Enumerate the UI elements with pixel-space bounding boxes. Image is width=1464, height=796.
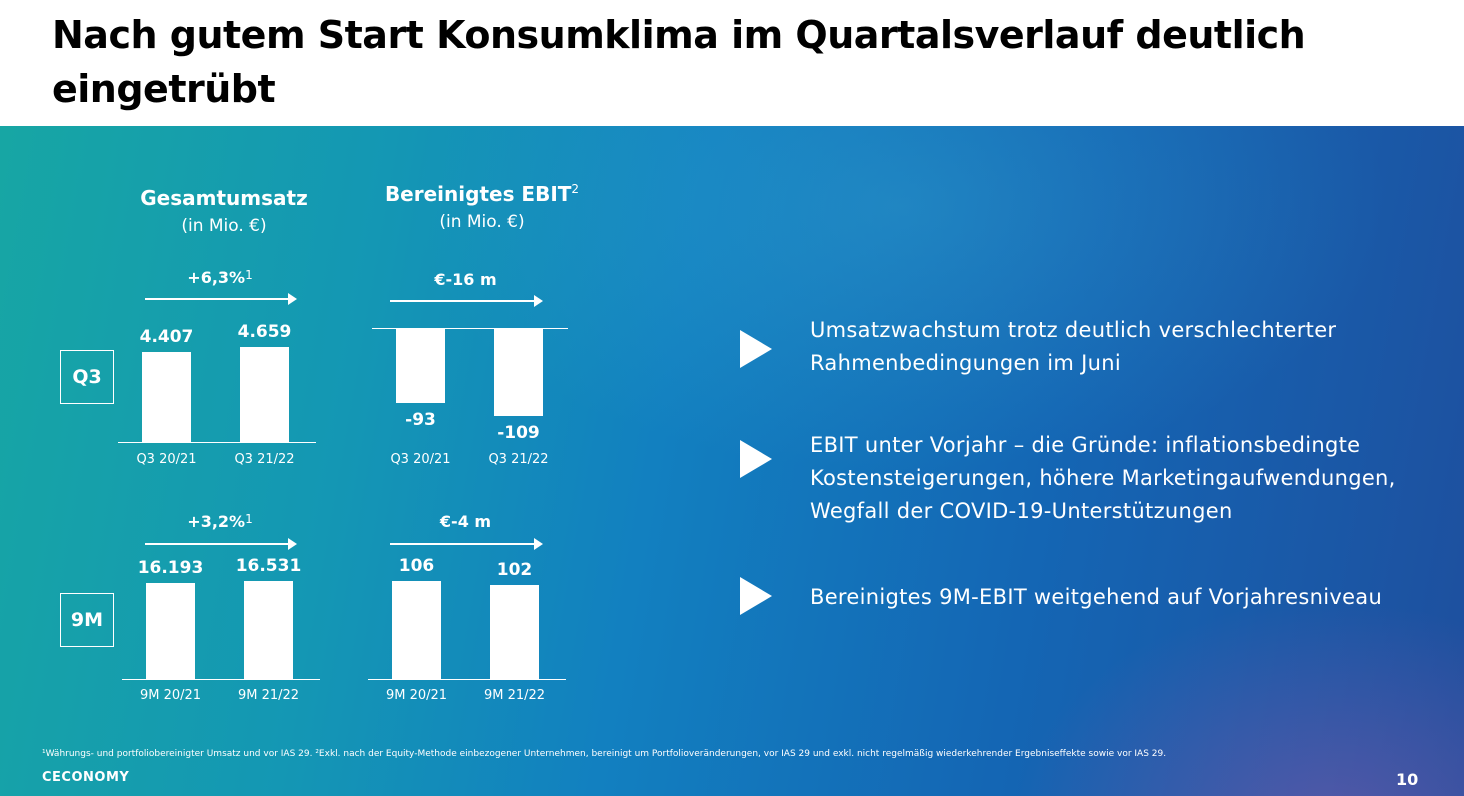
row-label-q3: Q3 bbox=[60, 350, 114, 404]
chart-2-baseline bbox=[372, 328, 568, 329]
chart-3-change-arrow bbox=[145, 538, 297, 550]
chart-4-bar-1 bbox=[392, 581, 441, 679]
chart-4-change-label: €-4 m bbox=[380, 512, 551, 531]
revenue-unit: (in Mio. €) bbox=[181, 216, 267, 236]
chart-1-bar-2 bbox=[240, 347, 289, 442]
row-label-9m: 9M bbox=[60, 593, 114, 647]
bullet-1: Umsatzwachstum trotz deutlich verschlech… bbox=[740, 314, 1370, 380]
ebit-title-line: Bereinigtes EBIT2 bbox=[368, 182, 596, 206]
chart-2-value-label-1: -93 bbox=[405, 410, 436, 431]
chart-2-change-label: €-16 m bbox=[380, 270, 551, 289]
chart-1-baseline bbox=[118, 442, 316, 443]
chart-1-bar-1 bbox=[142, 352, 191, 442]
chart-3-value-label-1: 16.193 bbox=[137, 558, 204, 578]
triangle-bullet-icon bbox=[740, 577, 772, 615]
slide-title: Nach gutem Start Konsumklima im Quartals… bbox=[52, 13, 1306, 111]
chart-4-value-label-1: 106 bbox=[398, 556, 435, 576]
company-logo: CECONOMY bbox=[42, 770, 130, 785]
chart-2-value-label-2: -109 bbox=[497, 423, 540, 443]
chart-4-category-label-2: 9M 21/22 bbox=[483, 688, 546, 703]
chart-3-change-sup: 1 bbox=[245, 512, 253, 526]
chart-1-change-sup: 1 bbox=[245, 268, 253, 282]
bullet-text: EBIT unter Vorjahr – die Gründe: inflati… bbox=[810, 433, 1396, 523]
chart-2-category-label-1: Q3 20/21 bbox=[390, 452, 451, 467]
chart-4-change-arrow bbox=[390, 538, 543, 550]
bullet-text: Bereinigtes 9M-EBIT weitgehend auf Vorja… bbox=[810, 585, 1383, 609]
chart-3-value-label-2: 16.531 bbox=[235, 556, 302, 576]
chart-3-bar-1 bbox=[146, 583, 195, 679]
chart-1-value-label-2: 4.659 bbox=[237, 322, 292, 342]
chart-2-change-arrow bbox=[390, 295, 543, 307]
chart-3-baseline bbox=[122, 679, 320, 680]
chart-1-category-label-1: Q3 20/21 bbox=[136, 452, 197, 467]
chart-1-change-label: +6,3%1 bbox=[135, 268, 305, 287]
chart-4-value-label-2: 102 bbox=[496, 559, 533, 580]
bullet-3: Bereinigtes 9M-EBIT weitgehend auf Vorja… bbox=[740, 577, 1420, 615]
ebit-title-sup: 2 bbox=[571, 182, 580, 196]
ebit-unit: (in Mio. €) bbox=[439, 212, 525, 232]
content-panel bbox=[0, 126, 1464, 796]
chart-3-category-label-2: 9M 21/22 bbox=[237, 688, 300, 703]
revenue-header: Gesamtumsatz (in Mio. €) bbox=[118, 186, 330, 236]
ebit-header: Bereinigtes EBIT2 (in Mio. €) bbox=[368, 182, 596, 232]
chart-4-category-label-1: 9M 20/21 bbox=[385, 688, 448, 703]
bullet-text: Umsatzwachstum trotz deutlich verschlech… bbox=[810, 318, 1337, 375]
chart-4-baseline bbox=[368, 679, 566, 680]
chart-1-change-arrow bbox=[145, 293, 297, 305]
chart-3-change-value: +3,2% bbox=[187, 512, 246, 531]
chart-2-bar-2 bbox=[494, 329, 543, 416]
triangle-bullet-icon bbox=[740, 440, 772, 478]
chart-2-category-label-2: Q3 21/22 bbox=[488, 452, 549, 467]
footnote: ¹Währungs- und portfoliobereinigter Umsa… bbox=[42, 749, 1167, 759]
ebit-title: Bereinigtes EBIT bbox=[384, 182, 572, 206]
chart-1-change-value: +6,3% bbox=[187, 268, 246, 287]
chart-3-category-label-1: 9M 20/21 bbox=[139, 688, 202, 703]
revenue-title: Gesamtumsatz bbox=[140, 186, 308, 210]
chart-4-bar-2 bbox=[490, 584, 539, 679]
bullet-2: EBIT unter Vorjahr – die Gründe: inflati… bbox=[740, 429, 1432, 528]
chart-1-category-label-2: Q3 21/22 bbox=[234, 452, 295, 467]
chart-3-change-label: +3,2%1 bbox=[135, 512, 305, 531]
triangle-bullet-icon bbox=[740, 330, 772, 368]
chart-2-change-value: €-16 m bbox=[434, 270, 497, 289]
chart-4-change-value: €-4 m bbox=[439, 512, 492, 531]
page-number: 10 bbox=[1396, 770, 1419, 789]
chart-2-bar-1 bbox=[396, 329, 445, 404]
slide-header: Nach gutem Start Konsumklima im Quartals… bbox=[0, 0, 1464, 126]
chart-1-value-label-1: 4.407 bbox=[139, 327, 194, 348]
chart-3-bar-2 bbox=[244, 581, 293, 679]
